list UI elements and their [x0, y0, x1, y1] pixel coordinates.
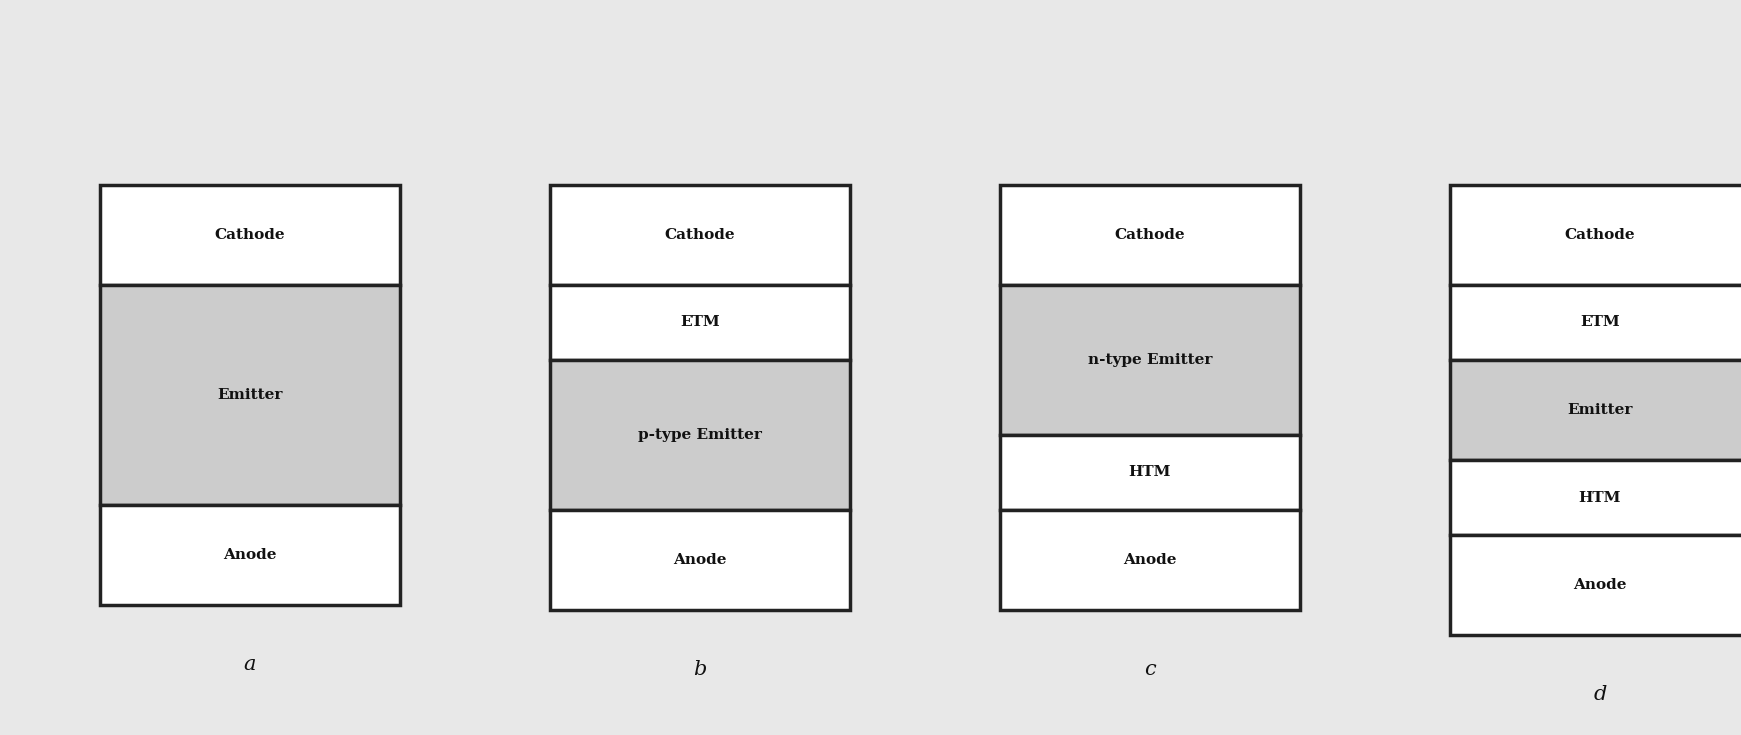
- Bar: [550, 185, 850, 285]
- Bar: [999, 285, 1301, 435]
- Bar: [999, 185, 1301, 285]
- Bar: [999, 510, 1301, 610]
- Bar: [550, 510, 850, 610]
- Bar: [99, 185, 400, 285]
- Bar: [1450, 460, 1741, 535]
- Text: b: b: [693, 660, 707, 679]
- Text: Anode: Anode: [223, 548, 277, 562]
- Bar: [550, 285, 850, 360]
- Text: Cathode: Cathode: [1114, 228, 1186, 242]
- Text: Cathode: Cathode: [1565, 228, 1635, 242]
- Text: Cathode: Cathode: [665, 228, 735, 242]
- Text: p-type Emitter: p-type Emitter: [637, 428, 763, 442]
- Text: HTM: HTM: [1128, 465, 1172, 479]
- Text: c: c: [1144, 660, 1156, 679]
- Text: ETM: ETM: [1581, 315, 1619, 329]
- Text: Anode: Anode: [674, 553, 726, 567]
- Text: HTM: HTM: [1579, 490, 1621, 504]
- Bar: [1450, 535, 1741, 635]
- Bar: [1450, 360, 1741, 460]
- Bar: [1450, 285, 1741, 360]
- Bar: [99, 505, 400, 605]
- Text: n-type Emitter: n-type Emitter: [1088, 353, 1212, 367]
- Bar: [999, 435, 1301, 510]
- Text: Emitter: Emitter: [218, 388, 282, 402]
- Text: Anode: Anode: [1574, 578, 1626, 592]
- Text: Emitter: Emitter: [1567, 403, 1633, 417]
- Text: ETM: ETM: [681, 315, 719, 329]
- Text: Anode: Anode: [1123, 553, 1177, 567]
- Text: Cathode: Cathode: [214, 228, 286, 242]
- Bar: [550, 360, 850, 510]
- Bar: [99, 285, 400, 505]
- Text: a: a: [244, 655, 256, 674]
- Bar: [1450, 185, 1741, 285]
- Text: d: d: [1593, 685, 1607, 704]
